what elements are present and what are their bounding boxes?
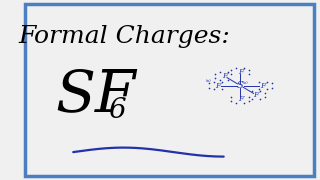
Text: 6: 6 bbox=[108, 97, 125, 124]
Text: F: F bbox=[238, 95, 243, 103]
Text: S: S bbox=[237, 81, 244, 90]
Text: Formal Charges:: Formal Charges: bbox=[19, 24, 230, 48]
Text: (o): (o) bbox=[205, 79, 211, 83]
Text: (o): (o) bbox=[243, 81, 249, 85]
Text: F: F bbox=[215, 82, 220, 89]
Text: F: F bbox=[222, 72, 227, 80]
Text: SF: SF bbox=[55, 67, 136, 124]
Text: F: F bbox=[260, 82, 266, 89]
Text: F: F bbox=[253, 91, 259, 99]
Text: F: F bbox=[238, 68, 243, 76]
